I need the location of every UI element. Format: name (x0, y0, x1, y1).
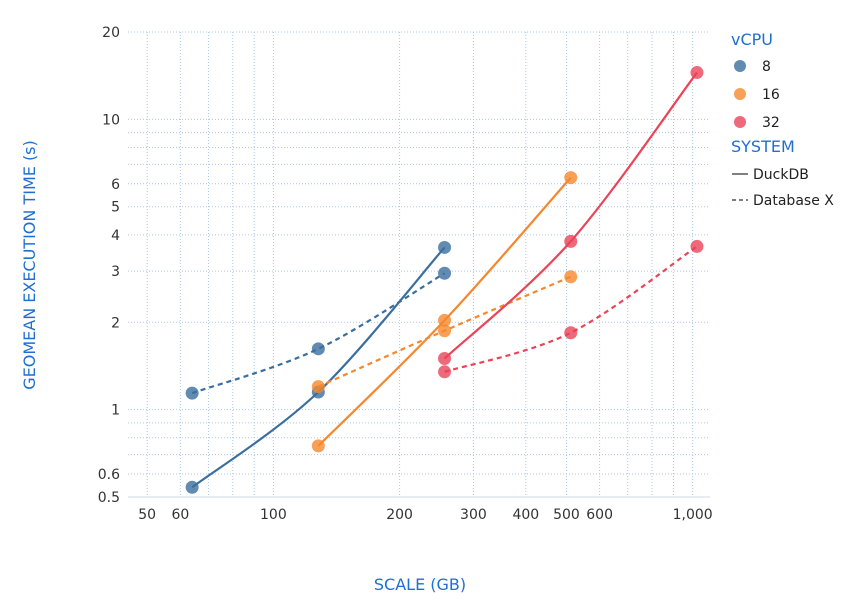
legend-item-16[interactable]: 16 (734, 87, 780, 103)
legend-label-16: 16 (762, 87, 780, 103)
y-tick-label: 5 (111, 200, 120, 216)
series-32-database-x-point[interactable] (564, 326, 578, 340)
x-tick-label: 1,000 (673, 507, 713, 523)
grid (128, 31, 710, 498)
series-8-database-x-point[interactable] (311, 342, 325, 356)
legend-title-system: SYSTEM (731, 137, 795, 156)
series-16-duckdb-line (317, 176, 572, 447)
y-axis-title: GEOMEAN EXECUTION TIME (s) (20, 140, 39, 390)
x-tick-label: 400 (512, 507, 539, 523)
series-32-database-x-point[interactable] (438, 365, 452, 379)
legend-item-32[interactable]: 32 (734, 115, 780, 131)
series-32-duckdb-point[interactable] (564, 234, 578, 248)
legend-label-32: 32 (762, 115, 780, 131)
y-tick-label: 4 (111, 228, 120, 244)
series-8-duckdb-point[interactable] (438, 240, 452, 254)
legend-item-database-x[interactable]: Database X (732, 193, 834, 209)
legend-label-duckdb: DuckDB (753, 167, 809, 183)
x-tick-label: 60 (171, 507, 189, 523)
legend-item-8[interactable]: 8 (734, 59, 771, 75)
series-8-database-x-line (191, 272, 446, 395)
series-16-database-x-point[interactable] (311, 380, 325, 394)
x-tick-label: 100 (260, 507, 287, 523)
legend-label-database-x: Database X (753, 193, 834, 209)
legend-marker-32 (734, 116, 746, 128)
legend: vCPU 8 16 32 SYSTEM DuckDB Database X (731, 30, 834, 209)
series-8-database-x (185, 266, 452, 400)
series-16-database-x-point[interactable] (438, 324, 452, 338)
series-8-database-x-point[interactable] (438, 266, 452, 280)
series-32-duckdb-point[interactable] (438, 352, 452, 366)
legend-marker-16 (734, 88, 746, 100)
series-8-database-x-point[interactable] (185, 386, 199, 400)
y-tick-label: 6 (111, 177, 120, 193)
series-32-database-x-point[interactable] (690, 239, 704, 253)
series-32-database-x-line (444, 245, 698, 373)
x-tick-label: 600 (586, 507, 613, 523)
y-tick-label: 0.5 (98, 490, 120, 506)
y-tick-label: 20 (102, 25, 120, 41)
series-16-duckdb-point[interactable] (438, 313, 452, 327)
series-8-duckdb-point[interactable] (185, 480, 199, 494)
series-8-duckdb (185, 240, 452, 494)
series-32-duckdb-line (443, 71, 698, 360)
series-32-duckdb (438, 66, 704, 366)
legend-label-8: 8 (762, 59, 771, 75)
tick-labels: 50 60 100 200 300 400 500 600 1,000 0.5 0.6 1 2 3 4 5 6 1… (98, 25, 713, 523)
x-axis-title: SCALE (GB) (374, 575, 466, 594)
legend-title-vcpu: vCPU (731, 30, 773, 49)
x-tick-label: 500 (553, 507, 580, 523)
y-tick-label: 2 (111, 315, 120, 331)
y-tick-label: 10 (102, 112, 120, 128)
series (185, 66, 704, 494)
x-tick-label: 300 (460, 507, 487, 523)
y-tick-label: 1 (111, 403, 120, 419)
legend-item-duckdb[interactable]: DuckDB (732, 167, 809, 183)
series-16-duckdb-point[interactable] (564, 171, 578, 185)
series-16-duckdb (311, 171, 578, 453)
series-32-database-x (438, 239, 704, 379)
y-tick-label: 3 (111, 264, 120, 280)
legend-marker-8 (734, 60, 746, 72)
series-16-database-x (311, 270, 578, 394)
series-32-duckdb-point[interactable] (690, 66, 704, 80)
series-16-duckdb-point[interactable] (311, 439, 325, 453)
x-tick-label: 50 (138, 507, 156, 523)
y-tick-label: 0.6 (98, 467, 120, 483)
series-16-database-x-point[interactable] (564, 270, 578, 284)
x-tick-label: 200 (386, 507, 413, 523)
